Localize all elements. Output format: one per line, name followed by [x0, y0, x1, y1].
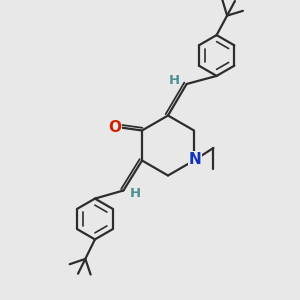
Text: N: N	[189, 152, 202, 166]
Text: H: H	[130, 187, 141, 200]
Text: O: O	[109, 120, 122, 135]
Text: H: H	[168, 74, 180, 88]
